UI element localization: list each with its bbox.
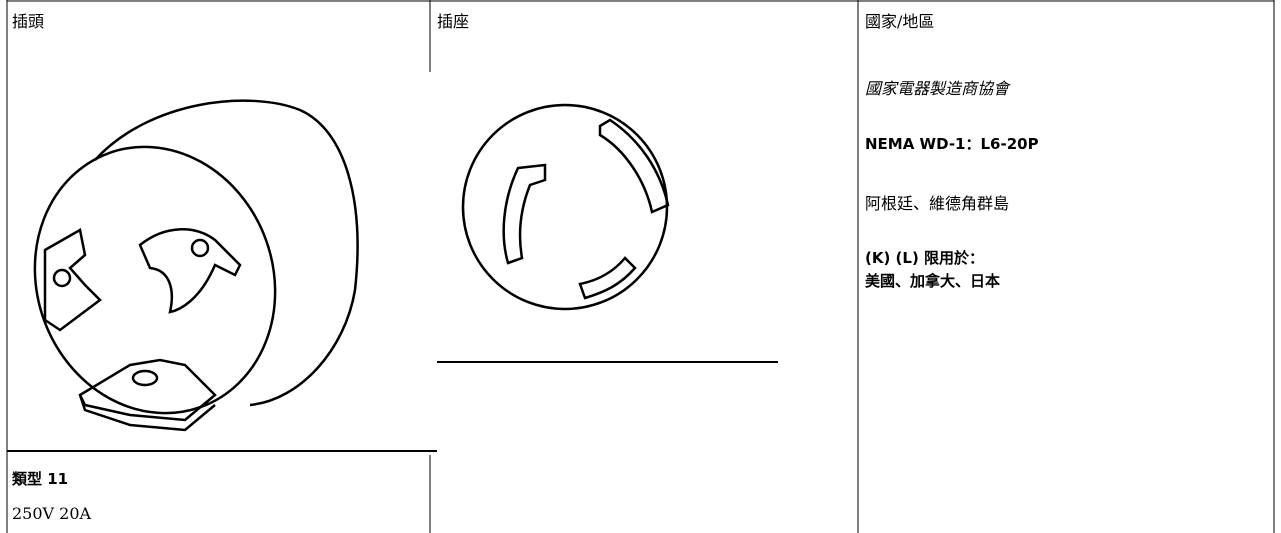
- column-header: 插頭: [12, 12, 45, 31]
- countries: 阿根廷、維德角群島: [865, 194, 1010, 213]
- plug-rating: 250V 20A: [12, 504, 92, 523]
- receptacle-illustration: [461, 103, 670, 311]
- plug-illustration: [33, 99, 359, 432]
- plug-type: 類型 11: [12, 470, 69, 488]
- organization: 國家電器製造商協會: [865, 79, 1010, 98]
- restriction-note: (K) (L) 限用於：: [865, 249, 985, 267]
- restriction-note: 美國、加拿大、日本: [865, 272, 1001, 290]
- column-header: 國家/地區: [865, 12, 935, 31]
- column-header: 插座: [437, 12, 470, 31]
- standard: NEMA WD-1：L6-20P: [865, 135, 1039, 153]
